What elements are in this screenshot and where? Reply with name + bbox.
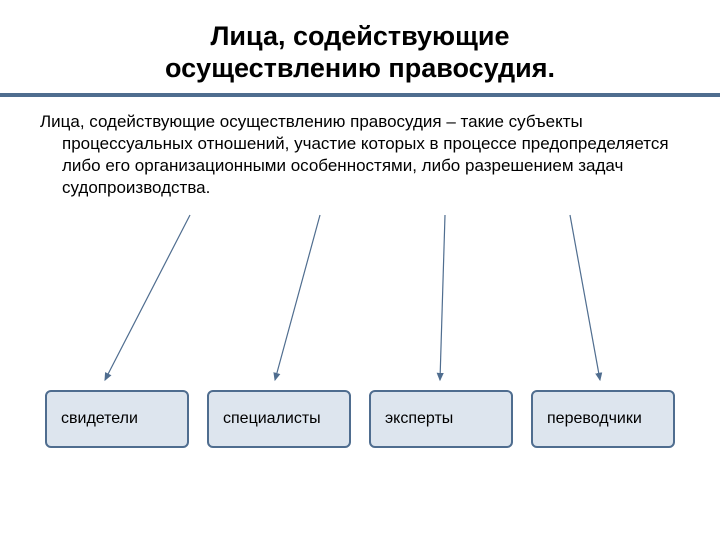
definition-first-line: Лица, содействующие осуществлению правос… — [40, 111, 680, 133]
arrow-line-2 — [440, 215, 445, 380]
arrow-line-3 — [570, 215, 600, 380]
box-label: свидетели — [61, 410, 138, 428]
definition-text: Лица, содействующие осуществлению правос… — [40, 111, 680, 199]
box-specialists: специалисты — [207, 390, 351, 448]
box-label: специалисты — [223, 410, 321, 428]
page-title: Лица, содействующие осуществлению правос… — [40, 20, 680, 85]
box-witnesses: свидетели — [45, 390, 189, 448]
title-line-2: осуществлению правосудия. — [165, 53, 555, 83]
box-translators: переводчики — [531, 390, 675, 448]
title-line-1: Лица, содействующие — [210, 21, 509, 51]
boxes-row: свидетели специалисты эксперты переводчи… — [40, 390, 680, 448]
box-label: эксперты — [385, 410, 453, 428]
box-experts: эксперты — [369, 390, 513, 448]
arrow-line-1 — [275, 215, 320, 380]
definition-rest: процессуальных отношений, участие которы… — [40, 133, 680, 199]
slide: Лица, содействующие осуществлению правос… — [0, 0, 720, 540]
arrow-line-0 — [105, 215, 190, 380]
title-rule — [0, 93, 720, 97]
arrows-area — [40, 205, 680, 390]
arrows-svg — [40, 205, 680, 390]
box-label: переводчики — [547, 410, 642, 428]
